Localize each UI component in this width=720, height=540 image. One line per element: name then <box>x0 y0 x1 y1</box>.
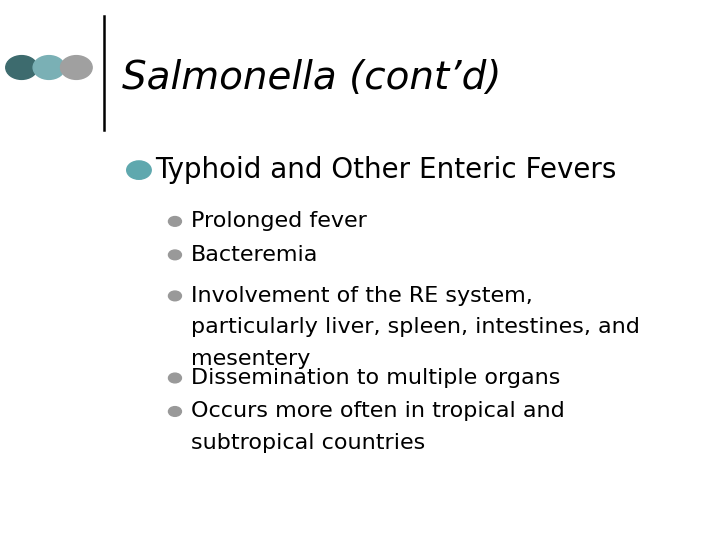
Text: Bacteremia: Bacteremia <box>191 245 318 265</box>
Circle shape <box>127 161 151 179</box>
Text: Prolonged fever: Prolonged fever <box>191 211 366 232</box>
Text: subtropical countries: subtropical countries <box>191 433 425 453</box>
Circle shape <box>168 217 181 226</box>
Circle shape <box>60 56 92 79</box>
Text: particularly liver, spleen, intestines, and: particularly liver, spleen, intestines, … <box>191 317 639 338</box>
Text: mesentery: mesentery <box>191 348 310 369</box>
Circle shape <box>33 56 65 79</box>
Circle shape <box>168 250 181 260</box>
Circle shape <box>168 407 181 416</box>
Text: Involvement of the RE system,: Involvement of the RE system, <box>191 286 533 306</box>
Text: Typhoid and Other Enteric Fevers: Typhoid and Other Enteric Fevers <box>155 156 616 184</box>
Circle shape <box>168 373 181 383</box>
Circle shape <box>6 56 37 79</box>
Text: Occurs more often in tropical and: Occurs more often in tropical and <box>191 401 564 422</box>
Circle shape <box>168 291 181 301</box>
Text: Dissemination to multiple organs: Dissemination to multiple organs <box>191 368 560 388</box>
Text: Salmonella (cont’d): Salmonella (cont’d) <box>122 59 502 97</box>
